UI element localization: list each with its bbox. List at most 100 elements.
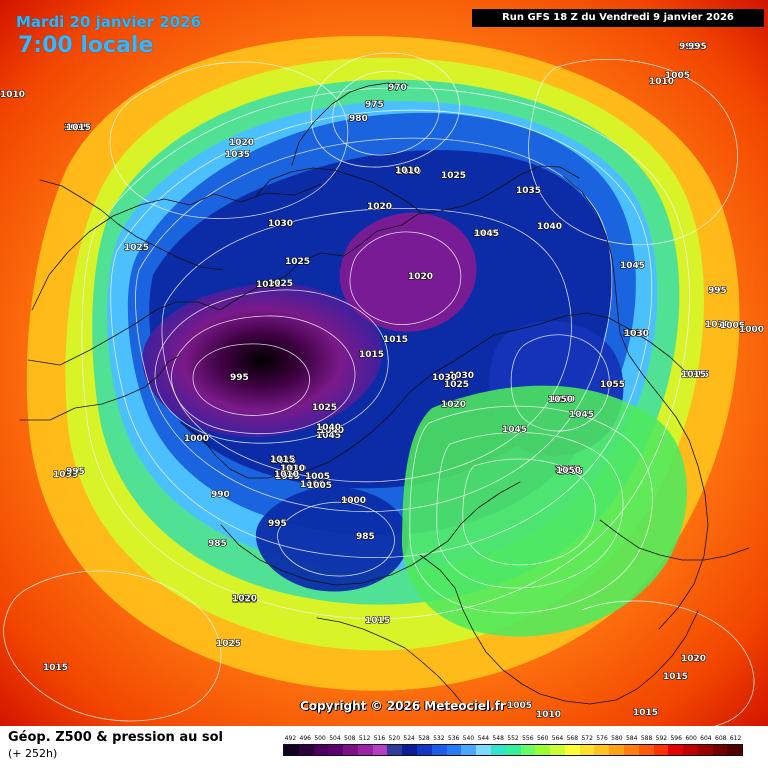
scale-color-step [623, 745, 639, 755]
scale-value-label: 504 [329, 735, 341, 742]
scale-value-label: 588 [640, 735, 653, 742]
scale-value-label: 524 [403, 735, 415, 742]
pressure-label: 995 [230, 373, 249, 383]
date-title: Mardi 20 janvier 2026 [16, 13, 202, 31]
scale-color-step [505, 745, 521, 755]
scale-value-label: 580 [611, 735, 623, 742]
scale-color-step [550, 745, 565, 755]
time-title: 7:00 locale [18, 33, 154, 58]
pressure-label: 1005 [275, 472, 300, 482]
pressure-label: 1020 [408, 272, 433, 282]
pressure-label: 1045 [473, 229, 498, 239]
scale-color-step [328, 745, 344, 755]
scale-color-step [520, 745, 536, 755]
pressure-label: 1010 [396, 167, 421, 177]
scale-color-step [490, 745, 506, 755]
scale-value-label: 528 [418, 735, 430, 742]
pressure-label: 990 [211, 490, 230, 500]
pressure-label: 1015 [365, 616, 390, 626]
scale-color-step [638, 745, 654, 755]
pressure-label: 1050 [556, 466, 581, 476]
pressure-label: 1015 [66, 123, 91, 133]
pressure-label: 1020 [367, 202, 392, 212]
pressure-label: 1045 [316, 431, 341, 441]
pressure-label: 970 [388, 83, 407, 93]
pressure-label: 1030 [623, 329, 648, 339]
pressure-label: 1015 [64, 123, 89, 133]
pressure-label: 1055 [600, 380, 625, 390]
pressure-label: 970 [388, 83, 407, 93]
pressure-label: 1025 [312, 403, 337, 413]
pressure-label: 1025 [444, 380, 469, 390]
pressure-label: 1005 [720, 321, 745, 331]
pressure-label: 1030 [449, 371, 474, 381]
pressure-label: 1050 [548, 395, 573, 405]
pressure-label: 1015 [43, 663, 68, 673]
pressure-label: 1005 [305, 472, 330, 482]
pressure-label: 1015 [684, 370, 709, 380]
pressure-label: 1020 [232, 594, 257, 604]
pressure-label: 1055 [53, 470, 78, 480]
pressure-label: 1030 [268, 219, 293, 229]
scale-value-label: 516 [373, 735, 386, 742]
pressure-label: 1020 [681, 654, 706, 664]
legend-footer: Géop. Z500 & pression au sol (+ 252h) 49… [0, 726, 768, 768]
pressure-label: 1020 [232, 595, 257, 605]
pressure-label: 1010 [281, 464, 306, 474]
pressure-label: 1010 [649, 77, 674, 87]
scale-color-step [372, 745, 388, 755]
pressure-label: 985 [356, 532, 375, 542]
variable-title: Géop. Z500 & pression au sol [8, 730, 223, 745]
pressure-label: 1050 [550, 395, 575, 405]
pressure-label: 1040 [537, 222, 562, 232]
atlantic-low [255, 486, 409, 592]
pressure-label: 1010 [0, 90, 25, 100]
pressure-label: 1055 [558, 467, 583, 477]
pressure-label: 995 [708, 286, 727, 296]
pressure-label: 1025 [124, 243, 149, 253]
pressure-label: 1010 [705, 320, 730, 330]
scale-color-step [298, 745, 314, 755]
scale-value-label: 508 [344, 735, 356, 742]
scale-value-label: 576 [596, 735, 608, 742]
pressure-label: 995 [66, 467, 85, 477]
scale-value-label: 584 [625, 735, 638, 742]
scale-color-step [697, 745, 713, 755]
pressure-label: 1020 [229, 138, 254, 148]
pressure-label: 1005 [665, 71, 690, 81]
pressure-label: 1005 [274, 470, 299, 480]
pressure-label: 1005 [307, 481, 332, 491]
run-info-label: Run GFS 18 Z du Vendredi 9 janvier 2026 [472, 9, 764, 27]
scale-color-step [284, 745, 299, 755]
scale-labels: 492 496 500 504 508 512 516 520 524 528 532 536 540 5… [283, 734, 743, 743]
scale-color-step [402, 745, 418, 755]
scale-value-label: 604 [700, 735, 712, 742]
scale-color-step [446, 745, 462, 755]
scale-color-step [653, 745, 669, 755]
pressure-label: 990 [341, 496, 360, 506]
scale-color-step [668, 745, 684, 755]
pressure-label: 1045 [569, 410, 594, 420]
scale-color-step [417, 745, 432, 755]
copyright-label: Copyright © 2026 Meteociel.fr [300, 699, 506, 713]
pressure-label: 1035 [256, 280, 281, 290]
scale-color-step [712, 745, 728, 755]
scale-value-label: 608 [715, 735, 727, 742]
pressure-label: 1030 [624, 329, 649, 339]
pressure-label: 1045 [620, 261, 645, 271]
pressure-label: 1030 [432, 373, 457, 383]
pressure-label: 1010 [280, 464, 305, 474]
pressure-label: 1040 [316, 423, 341, 433]
scale-value-label: 492 [284, 735, 297, 742]
scale-color-step [579, 745, 595, 755]
pressure-label: 995 [268, 519, 287, 529]
pressure-label: 1000 [739, 325, 764, 335]
geop-map: 970 975 980 985 995 1010 1015 1020 1025 … [0, 0, 768, 726]
scale-value-label: 564 [551, 735, 564, 742]
scale-value-label: 496 [299, 735, 311, 742]
pressure-label: 1035 [256, 280, 281, 290]
scale-value-label: 568 [566, 735, 579, 742]
pressure-label: 1015 [271, 456, 296, 466]
pressure-label: 980 [349, 114, 368, 124]
